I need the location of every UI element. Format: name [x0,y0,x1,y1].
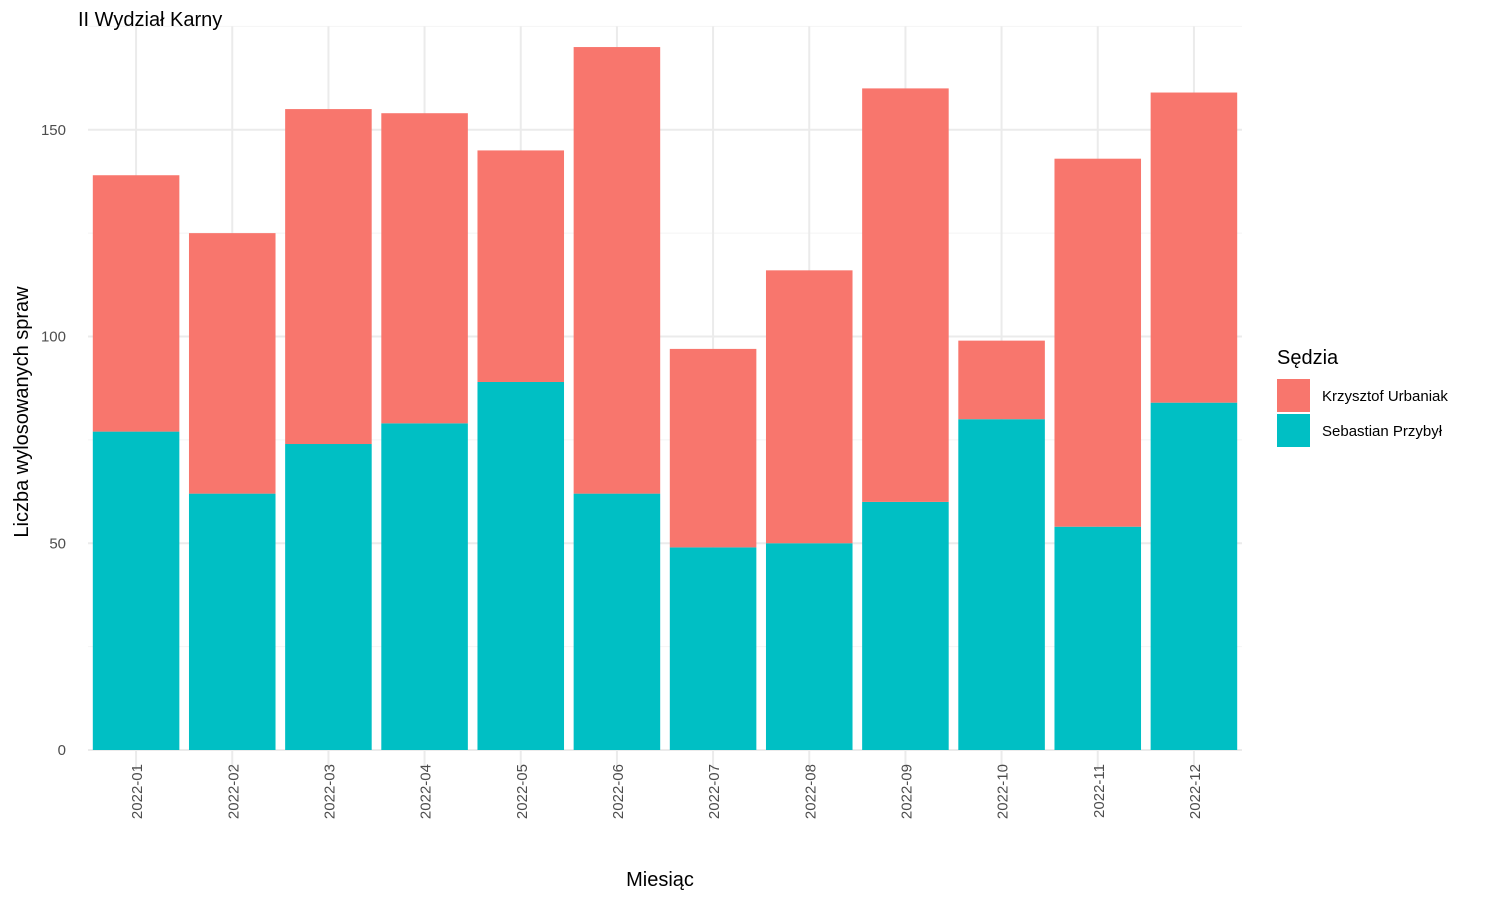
x-tick-label: 2022-09 [898,764,915,819]
bar-sebastian-przyby-2022-07 [669,547,757,750]
x-tick-label: 2022-10 [995,764,1012,819]
x-axis-title: Miesiąc [626,869,694,891]
bar-krzysztof-urbaniak-2022-09 [862,88,949,502]
bar-sebastian-przyby-2022-04 [381,423,468,750]
bar-krzysztof-urbaniak-2022-01 [92,175,180,432]
bar-krzysztof-urbaniak-2022-11 [1054,158,1142,527]
x-tick-label: 2022-06 [610,764,627,819]
legend-swatch [1277,414,1310,447]
bar-krzysztof-urbaniak-2022-10 [958,340,1045,420]
x-tick-label: 2022-07 [706,764,723,819]
x-tick-label: 2022-05 [514,764,531,819]
bar-krzysztof-urbaniak-2022-05 [477,150,565,382]
bar-sebastian-przyby-2022-05 [477,381,565,750]
bar-krzysztof-urbaniak-2022-03 [285,109,372,445]
y-tick-label: 100 [41,329,66,346]
x-tick-label: 2022-04 [418,764,435,819]
legend-label: Krzysztof Urbaniak [1322,388,1448,405]
bar-sebastian-przyby-2022-02 [188,493,276,750]
y-tick-label: 0 [58,742,66,759]
legend-items: Krzysztof Urbaniak Sebastian Przybył [1277,379,1448,447]
bar-krzysztof-urbaniak-2022-02 [188,233,276,494]
bar-krzysztof-urbaniak-2022-08 [765,270,853,544]
bar-sebastian-przyby-2022-12 [1150,402,1238,750]
bar-sebastian-przyby-2022-09 [862,501,949,750]
bar-sebastian-przyby-2022-08 [765,543,853,750]
bar-sebastian-przyby-2022-06 [573,493,661,750]
bar-krzysztof-urbaniak-2022-07 [669,348,757,548]
legend-swatch [1277,379,1310,412]
x-tick-labels: 2022-01 2022-02 2022-03 2022-04 2022-05 2022-… [129,764,1204,819]
bar-sebastian-przyby-2022-10 [958,419,1045,750]
bar-krzysztof-urbaniak-2022-06 [573,47,661,494]
bar-krzysztof-urbaniak-2022-12 [1150,92,1238,403]
y-tick-labels: 0 50 100 150 [41,122,66,759]
y-tick-label: 150 [41,122,66,139]
y-tick-label: 50 [49,535,66,552]
chart-title: II Wydział Karny [78,9,222,31]
x-tick-label: 2022-12 [1187,764,1204,819]
bar-sebastian-przyby-2022-01 [92,431,180,750]
legend: Sędzia Krzysztof Urbaniak Sebastian Przyb… [1277,347,1448,447]
bar-sebastian-przyby-2022-11 [1054,526,1142,750]
x-tick-label: 2022-03 [321,764,338,819]
y-axis-title: Liczba wylosowanych spraw [11,286,33,538]
x-tick-label: 2022-11 [1091,764,1108,818]
x-tick-label: 2022-08 [802,764,819,819]
bar-sebastian-przyby-2022-03 [285,444,372,750]
x-tick-label: 2022-02 [225,764,242,819]
legend-label: Sebastian Przybył [1322,423,1443,440]
legend-title: Sędzia [1277,347,1339,369]
bar-krzysztof-urbaniak-2022-04 [381,113,468,424]
bars [92,47,1238,750]
x-tick-label: 2022-01 [129,764,146,819]
